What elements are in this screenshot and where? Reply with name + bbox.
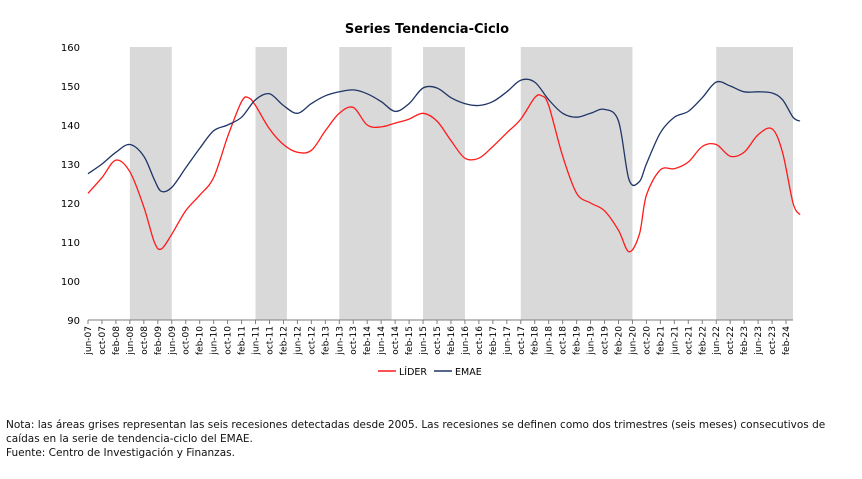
y-tick-label: 100	[61, 277, 80, 288]
recession-area-5	[520, 47, 633, 320]
x-tick-label: jun-09	[168, 326, 178, 356]
x-tick-label: jun-08	[126, 326, 136, 356]
x-tick-label: jun-23	[754, 326, 764, 356]
x-tick-label: oct-11	[265, 326, 275, 355]
x-tick-label: jun-11	[252, 326, 262, 356]
x-tick-label: feb-17	[489, 326, 499, 355]
series-line-emae	[87, 78, 801, 193]
x-tick-label: oct-14	[391, 326, 401, 355]
series-lines	[87, 78, 801, 253]
x-tick-label: feb-15	[405, 326, 415, 355]
x-tick-label: feb-10	[196, 326, 206, 355]
x-tick-label: jun-19	[587, 326, 597, 356]
chart-title: Series Tendencia-Ciclo	[345, 22, 509, 37]
y-tick-label: 120	[61, 199, 80, 210]
y-tick-label: 150	[61, 82, 80, 93]
x-tick-label: jun-14	[377, 326, 387, 356]
x-tick-label: jun-10	[210, 326, 220, 356]
x-tick-label: feb-11	[238, 326, 248, 355]
x-tick-label: feb-18	[531, 326, 541, 355]
x-tick-label: feb-21	[656, 326, 666, 355]
x-tick-label: oct-08	[140, 326, 150, 355]
x-tick-label: jun-16	[461, 326, 471, 356]
x-tick-label: oct-12	[307, 326, 317, 355]
y-tick-label: 90	[67, 316, 80, 327]
x-tick-label: jun-15	[419, 326, 429, 356]
x-tick-label: oct-17	[517, 326, 527, 355]
x-tick-label: jun-17	[503, 326, 513, 356]
x-tick-label: oct-10	[224, 326, 234, 355]
x-tick-label: jun-07	[84, 326, 94, 356]
x-tick-label: oct-16	[475, 326, 485, 355]
x-tick-label: oct-09	[182, 326, 192, 355]
recession-area-6	[716, 47, 793, 320]
recession-area-4	[423, 47, 465, 320]
x-tick-label: feb-14	[363, 326, 373, 355]
x-tick-label: oct-20	[642, 326, 652, 355]
x-tick-label: feb-20	[614, 326, 624, 355]
y-tick-label: 160	[61, 43, 80, 54]
x-tick-label: jun-22	[712, 326, 722, 356]
x-tick-label: jun-20	[628, 326, 638, 356]
chart: Series Tendencia-Ciclo 90 100 110 120 130 140…	[61, 22, 801, 378]
x-tick-label: feb-23	[740, 326, 750, 355]
x-tick-label: oct-07	[98, 326, 108, 355]
footnote-fuente: Fuente: Centro de Investigación y Finanz…	[6, 447, 235, 459]
x-tick-label: oct-22	[726, 326, 736, 355]
series-line-líder	[87, 94, 801, 253]
x-tick-label: feb-08	[112, 326, 122, 355]
x-tick-label: feb-22	[698, 326, 708, 355]
x-tick-label: feb-13	[321, 326, 331, 355]
recession-area-1	[129, 47, 172, 320]
axes: 90 100 110 120 130 140 150 160 jun-07 oct-07 feb-0…	[61, 43, 793, 356]
x-tick-label: feb-24	[782, 326, 792, 355]
y-tick-label: 140	[61, 121, 80, 132]
recession-area-3	[339, 47, 392, 320]
recession-area-2	[255, 47, 287, 320]
x-tick-label: oct-15	[433, 326, 443, 355]
x-tick-label: feb-19	[573, 326, 583, 355]
y-tick-label: 110	[61, 238, 80, 249]
y-tick-label: 130	[61, 160, 80, 171]
legend-label-2: EMAE	[455, 367, 482, 378]
x-tick-label: feb-16	[447, 326, 457, 355]
footnote-nota: Nota: las áreas grises representan las s…	[6, 419, 826, 445]
recession-areas	[129, 47, 793, 320]
x-tick-label: oct-21	[684, 326, 694, 355]
x-tick-label: oct-13	[349, 326, 359, 355]
x-tick-label: feb-09	[154, 326, 164, 355]
x-tick-label: jun-18	[545, 326, 555, 356]
x-tick-label: jun-21	[670, 326, 680, 356]
legend: LÍDER EMAE	[378, 366, 482, 378]
legend-label-1: LÍDER	[399, 366, 427, 378]
x-tick-label: jun-12	[293, 326, 303, 356]
x-tick-label: oct-23	[768, 326, 778, 355]
x-tick-label: oct-19	[601, 326, 611, 355]
x-tick-label: jun-13	[335, 326, 345, 356]
x-tick-label: feb-12	[279, 326, 289, 355]
x-tick-label: oct-18	[559, 326, 569, 355]
footnote: Nota: las áreas grises representan las s…	[6, 418, 856, 460]
